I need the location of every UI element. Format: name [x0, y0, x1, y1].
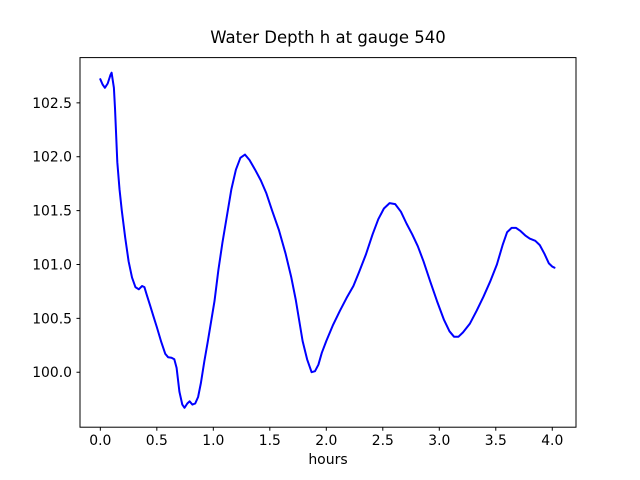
y-tick-label: 100.0	[32, 365, 72, 381]
plot-area	[80, 57, 576, 428]
y-tick-label: 102.0	[32, 150, 72, 166]
x-tick-label: 1.0	[202, 433, 224, 449]
x-tick-label: 3.5	[485, 433, 507, 449]
x-tick-label: 2.0	[315, 433, 337, 449]
x-tick-label: 4.0	[541, 433, 563, 449]
y-tick-label: 101.5	[32, 204, 72, 220]
y-tick-label: 101.0	[32, 257, 72, 273]
water-depth-line-series	[99, 71, 556, 409]
y-tick-label: 100.5	[32, 311, 72, 327]
x-tick-label: 2.5	[372, 433, 394, 449]
x-axis-ticks: 0.0 0.5 1.0 1.5 2.0 2.5 3.0 3.5 4.0	[89, 427, 563, 449]
axes-spines	[79, 57, 577, 428]
x-tick-label: 1.5	[259, 433, 281, 449]
y-axis-ticks: 100.0 100.5 101.0 101.5 102.0 102.5	[32, 96, 80, 381]
x-axis-label: hours	[308, 452, 347, 468]
chart-title: Water Depth h at gauge 540	[210, 28, 445, 47]
x-tick-label: 0.0	[89, 433, 111, 449]
x-tick-label: 0.5	[146, 433, 168, 449]
y-tick-label: 102.5	[32, 96, 72, 112]
x-tick-label: 3.0	[428, 433, 450, 449]
